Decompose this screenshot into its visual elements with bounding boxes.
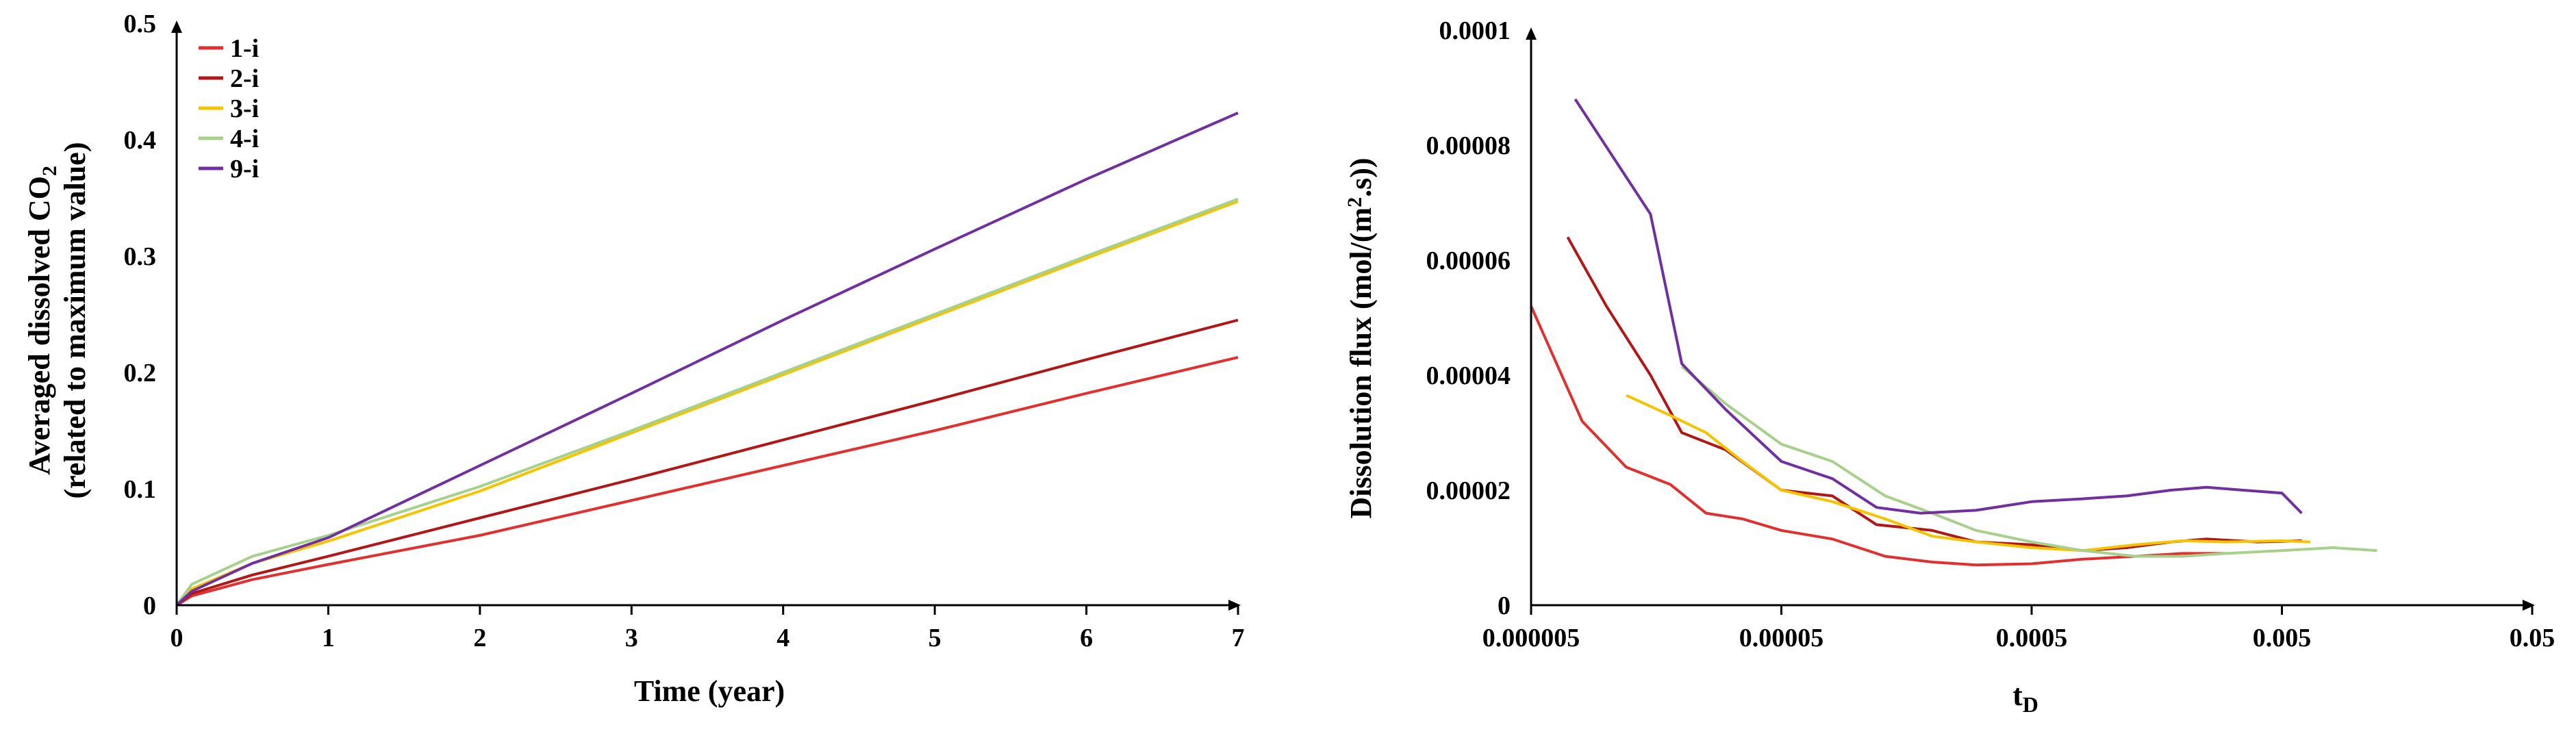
- right-y-axis-arrow: [1526, 27, 1537, 40]
- left-y-tick-label: 0.3: [124, 242, 157, 271]
- left-y-tick-label: 0.2: [124, 359, 157, 387]
- right-x-tick-label: 0.00005: [1739, 624, 1824, 652]
- right-y-tick-label: 0.00006: [1426, 246, 1511, 275]
- right-y-ticks: 0 0.00002 0.00004 0.00006 0.00008 0.0001: [1426, 16, 1511, 620]
- right-series-group: [1530, 98, 2377, 567]
- right-series-line-2-i: [1566, 236, 2302, 552]
- right-y-axis-title-superscript: 2: [1343, 197, 1366, 207]
- left-y-axis-arrow: [171, 21, 182, 33]
- left-series-line-9-i: [175, 112, 1239, 607]
- left-x-tick-label: 7: [1232, 624, 1245, 652]
- right-series-line-4-i: [1680, 365, 2377, 558]
- legend-label-4-i: 4-i: [230, 125, 259, 153]
- legend-label-3-i: 3-i: [230, 94, 259, 123]
- right-x-tick-label: 0.05: [2510, 624, 2555, 652]
- right-x-tick-label: 0.0005: [1996, 624, 2068, 652]
- left-series-line-3-i: [175, 200, 1239, 607]
- legend: 1-i2-i3-i4-i9-i: [199, 34, 259, 183]
- right-y-tick-label: 0.00008: [1426, 131, 1511, 160]
- left-series-line-1-i: [175, 355, 1239, 607]
- right-series-line-9-i: [1574, 98, 2303, 515]
- left-y-tick-label: 0.5: [124, 10, 157, 38]
- left-x-axis-arrow: [1228, 600, 1241, 611]
- right-y-tick-label: 0: [1498, 591, 1511, 620]
- left-y-axis-title-line2: (related to maximum value): [58, 142, 92, 499]
- left-x-ticks: 0 1 2 3 4 5 6 7: [171, 605, 1245, 652]
- left-y-tick-label: 0: [143, 591, 156, 620]
- right-y-tick-label: 0.0001: [1439, 16, 1511, 45]
- left-series-line-2-i: [175, 318, 1239, 607]
- legend-label-9-i: 9-i: [230, 155, 259, 183]
- right-series-line-1-i: [1530, 305, 2227, 567]
- left-x-tick-label: 1: [322, 624, 335, 652]
- right-x-axis-arrow: [2523, 600, 2535, 611]
- legend-label-1-i: 1-i: [230, 34, 259, 63]
- left-x-tick-label: 2: [473, 624, 486, 652]
- right-x-tick-label: 0.000005: [1482, 624, 1580, 652]
- left-x-axis-title: Time (year): [634, 674, 785, 708]
- left-y-axis-title-subscript: 2: [38, 166, 61, 176]
- left-y-axis-title: Averaged dissolved CO2: [23, 166, 61, 475]
- left-x-tick-label: 3: [625, 624, 638, 652]
- right-y-axis-title: Dissolution flux (mol/(m2.s)): [1343, 157, 1378, 518]
- left-x-tick-label: 0: [171, 624, 184, 652]
- left-x-tick-label: 5: [929, 624, 942, 652]
- left-x-tick-label: 4: [776, 624, 790, 652]
- left-x-tick-label: 6: [1080, 624, 1093, 652]
- right-x-axis-title-main: t: [2012, 678, 2023, 712]
- right-x-tick-label: 0.005: [2253, 624, 2312, 652]
- left-y-tick-label: 0.4: [124, 126, 157, 155]
- left-y-tick-label: 0.1: [124, 475, 157, 504]
- left-y-axis-title-main: Averaged dissolved CO: [23, 176, 56, 475]
- right-x-axis-title: tD: [2012, 678, 2038, 717]
- right-x-axis-title-subscript: D: [2023, 692, 2038, 717]
- legend-label-2-i: 2-i: [230, 64, 259, 93]
- right-y-tick-label: 0.00002: [1426, 476, 1511, 505]
- right-series-line-3-i: [1626, 394, 2311, 552]
- right-x-ticks: 0.000005 0.00005 0.0005 0.005 0.05: [1482, 605, 2555, 652]
- left-y-ticks: 0 0.1 0.2 0.3 0.4 0.5: [124, 10, 157, 620]
- right-y-tick-label: 0.00004: [1426, 361, 1511, 390]
- right-y-axis-title-end: .s)): [1344, 157, 1378, 196]
- chart-dissolution-flux: 0 0.00002 0.00004 0.00006 0.00008 0.0001 0.00…: [1343, 16, 2555, 717]
- left-series-line-4-i: [175, 197, 1239, 607]
- chart-dissolved-co2: 0 0.1 0.2 0.3 0.4 0.5 0 1 2 3 4 5 6 7 Time (year) Av…: [23, 10, 1245, 708]
- left-series-group: [175, 112, 1239, 607]
- right-y-axis-title-main: Dissolution flux (mol/(m: [1344, 207, 1378, 519]
